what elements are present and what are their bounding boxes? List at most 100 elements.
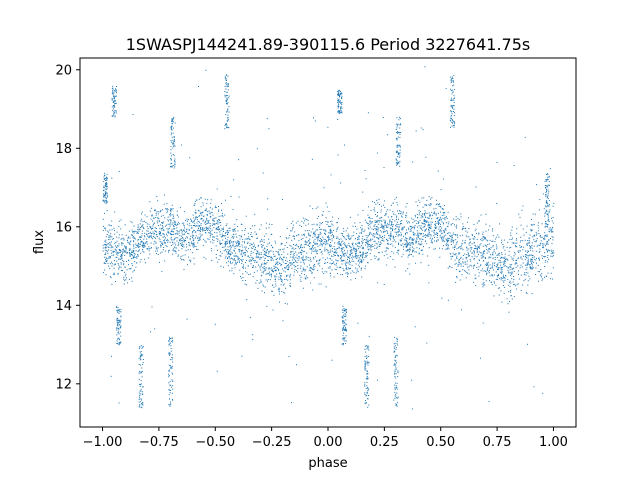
data-point	[192, 252, 194, 254]
data-point	[467, 221, 469, 223]
data-point	[532, 267, 534, 269]
data-point	[117, 272, 119, 274]
data-point	[213, 227, 215, 229]
data-point	[157, 211, 159, 213]
data-point	[109, 238, 111, 240]
data-point	[223, 227, 224, 229]
data-point	[183, 268, 185, 270]
data-point	[172, 341, 174, 343]
data-point	[408, 254, 409, 256]
data-point	[509, 269, 511, 271]
data-point	[550, 229, 552, 231]
data-point	[378, 219, 380, 221]
data-point	[414, 234, 416, 236]
data-point	[428, 224, 430, 226]
data-point	[498, 236, 500, 238]
data-point	[445, 87, 447, 89]
data-point	[325, 230, 327, 232]
data-point	[135, 266, 137, 268]
data-point	[111, 236, 113, 238]
data-point	[446, 218, 448, 219]
data-point	[181, 242, 183, 244]
data-point	[452, 232, 454, 234]
data-point	[226, 98, 228, 100]
data-point	[135, 250, 137, 252]
data-point	[341, 95, 343, 97]
data-point	[159, 233, 161, 234]
data-point	[428, 264, 430, 266]
data-point	[307, 257, 309, 258]
data-point	[151, 236, 153, 238]
data-point	[210, 216, 211, 218]
data-point	[171, 357, 173, 358]
data-point	[395, 225, 396, 227]
data-point	[231, 237, 233, 239]
data-point	[366, 240, 368, 242]
data-point	[340, 238, 342, 240]
data-point	[170, 230, 172, 232]
data-point	[157, 217, 159, 219]
data-point	[252, 248, 254, 250]
data-point	[226, 123, 228, 125]
data-point	[118, 258, 119, 260]
data-point	[281, 243, 283, 245]
data-point	[320, 233, 322, 235]
data-point	[167, 232, 169, 234]
data-point	[224, 77, 226, 79]
data-point	[249, 243, 251, 245]
data-point	[178, 239, 180, 241]
data-point	[238, 249, 240, 251]
data-point	[417, 235, 419, 237]
data-point	[194, 224, 196, 226]
data-point	[362, 239, 364, 241]
data-point	[439, 230, 440, 232]
data-point	[367, 348, 369, 350]
data-point	[378, 245, 380, 247]
data-point	[309, 269, 311, 271]
data-point	[528, 264, 530, 266]
data-point	[176, 240, 178, 242]
data-point	[168, 404, 170, 405]
data-point	[265, 250, 267, 252]
data-point	[286, 264, 288, 266]
data-point	[396, 233, 398, 235]
data-point	[145, 242, 147, 244]
data-point	[499, 278, 501, 280]
data-point	[255, 233, 257, 235]
data-point	[104, 199, 106, 201]
data-point	[294, 269, 296, 271]
data-point	[285, 278, 287, 280]
data-point	[229, 249, 231, 251]
data-point	[105, 236, 107, 238]
data-point	[500, 279, 502, 281]
data-point	[405, 250, 407, 252]
data-point	[485, 280, 487, 282]
data-point	[199, 230, 201, 231]
data-point	[197, 249, 199, 251]
data-point	[473, 258, 475, 260]
data-point	[335, 249, 337, 251]
data-point	[216, 188, 218, 190]
data-point	[183, 225, 185, 227]
data-point	[504, 249, 506, 251]
data-point	[330, 249, 332, 251]
data-point	[369, 243, 371, 245]
data-point	[539, 235, 541, 236]
data-point	[413, 226, 415, 228]
data-point	[491, 284, 493, 286]
data-point	[190, 259, 192, 261]
data-point	[137, 254, 139, 255]
data-point	[329, 275, 331, 277]
data-point	[492, 235, 494, 237]
data-point	[540, 240, 542, 242]
data-point	[128, 259, 130, 261]
data-point	[171, 244, 172, 246]
data-point	[365, 400, 366, 402]
data-point	[368, 395, 369, 396]
data-point	[314, 234, 316, 236]
data-point	[387, 240, 388, 242]
data-point	[484, 238, 486, 240]
data-point	[298, 256, 300, 258]
data-point	[374, 247, 376, 249]
data-point	[104, 194, 106, 196]
